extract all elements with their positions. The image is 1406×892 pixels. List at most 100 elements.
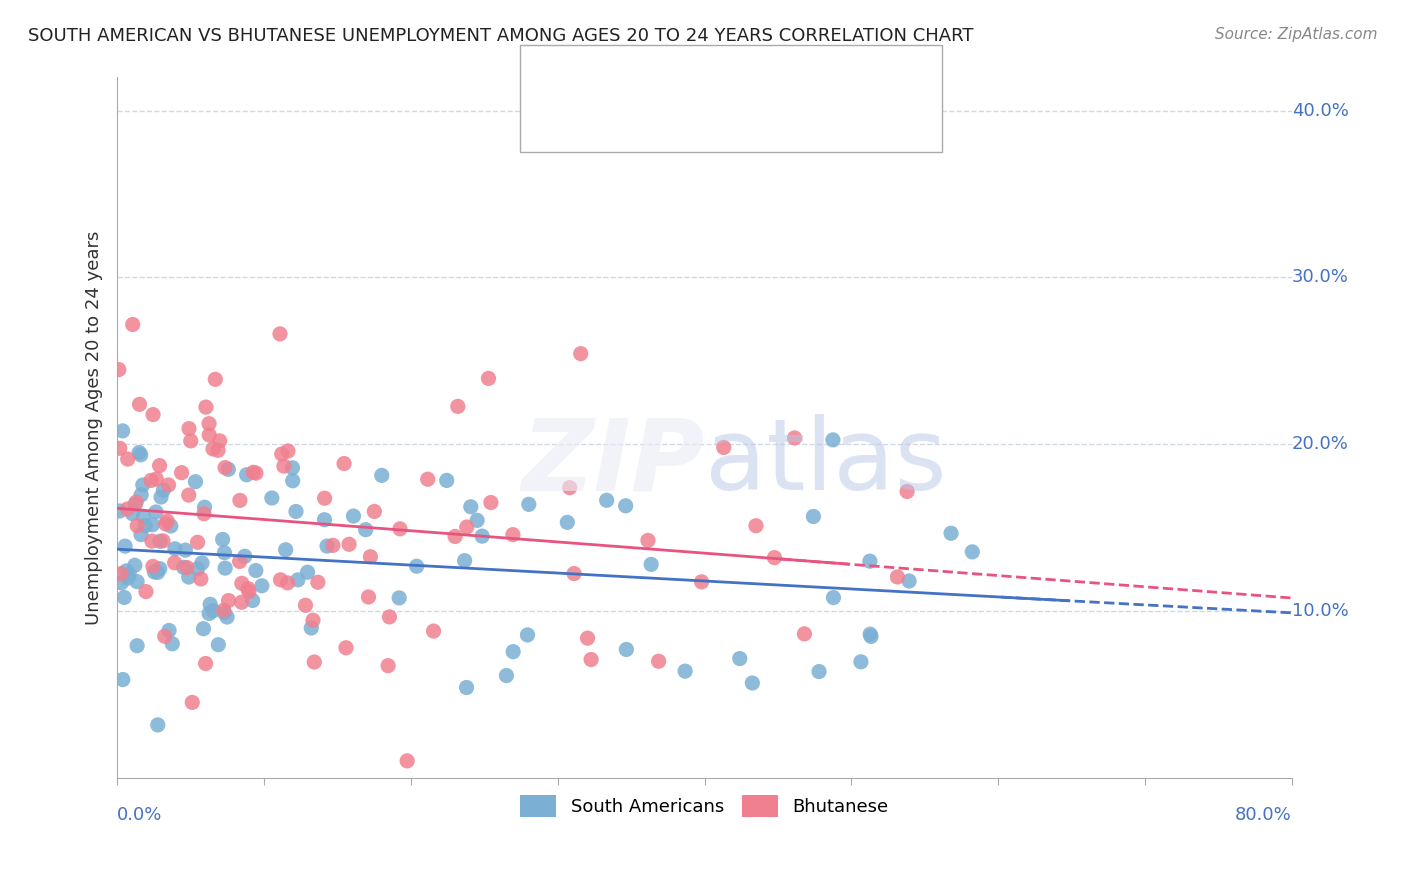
Point (460, 500, 482, 514)
Point (314, 513, 336, 527)
Point (342, 509, 364, 524)
Point (640, 558, 662, 572)
Point (728, 651, 751, 665)
Point (174, 543, 197, 558)
Text: 40.0%: 40.0% (1292, 102, 1348, 120)
Point (201, 442, 224, 456)
Point (129, 488, 152, 502)
Text: R =: R = (591, 103, 630, 120)
Point (211, 533, 233, 547)
Point (173, 560, 195, 574)
Point (127, 574, 149, 589)
Point (231, 595, 253, 609)
Text: 30.0%: 30.0% (1292, 268, 1348, 286)
Point (304, 655, 326, 669)
Point (242, 593, 264, 607)
Point (245, 466, 267, 480)
Point (141, 534, 163, 549)
Text: Source: ZipAtlas.com: Source: ZipAtlas.com (1215, 27, 1378, 42)
Point (962, 545, 984, 559)
Point (388, 522, 411, 536)
Point (214, 546, 236, 560)
Point (495, 668, 517, 682)
Point (157, 478, 180, 492)
Text: 0.0%: 0.0% (117, 805, 163, 823)
Point (127, 518, 149, 533)
Point (177, 488, 200, 502)
Point (214, 460, 236, 475)
Point (152, 533, 174, 548)
Point (198, 417, 221, 431)
Point (763, 550, 786, 565)
Point (108, 442, 131, 456)
Point (180, 434, 202, 448)
Point (333, 457, 356, 471)
Point (198, 607, 221, 621)
Point (614, 642, 637, 657)
Point (198, 428, 221, 442)
Point (235, 467, 257, 482)
Point (939, 526, 962, 541)
Point (231, 576, 253, 591)
Point (141, 517, 163, 532)
Point (142, 408, 165, 422)
Point (194, 500, 217, 515)
Text: SOUTH AMERICAN VS BHUTANESE UNEMPLOYMENT AMONG AGES 20 TO 24 YEARS CORRELATION C: SOUTH AMERICAN VS BHUTANESE UNEMPLOYMENT… (28, 27, 973, 45)
Point (149, 458, 172, 473)
Point (124, 558, 146, 573)
Point (502, 645, 524, 659)
Point (250, 579, 273, 593)
Point (242, 466, 264, 480)
Text: 101: 101 (780, 61, 814, 78)
Text: 20.0%: 20.0% (1292, 435, 1348, 453)
Point (163, 541, 186, 556)
Point (595, 493, 617, 508)
Point (354, 523, 377, 537)
Point (233, 549, 256, 564)
Point (115, 564, 138, 578)
Text: 10.0%: 10.0% (1292, 602, 1348, 620)
Text: -0.127: -0.127 (633, 103, 690, 120)
Point (713, 441, 735, 455)
Point (896, 484, 918, 499)
Point (186, 562, 208, 576)
Point (157, 624, 180, 638)
Point (823, 591, 845, 605)
Point (465, 513, 488, 527)
Point (142, 559, 165, 574)
Point (143, 565, 166, 579)
Point (194, 400, 217, 414)
Point (110, 566, 132, 581)
Point (569, 346, 592, 360)
Point (422, 624, 444, 638)
Text: N =: N = (717, 103, 769, 120)
Point (479, 495, 502, 509)
Y-axis label: Unemployment Among Ages 20 to 24 years: Unemployment Among Ages 20 to 24 years (86, 230, 103, 624)
Point (108, 504, 131, 518)
Point (555, 516, 578, 530)
Point (274, 542, 297, 557)
Point (135, 584, 157, 599)
Point (163, 556, 186, 570)
Point (193, 507, 215, 521)
Point (783, 431, 806, 445)
Point (436, 474, 458, 488)
Point (614, 499, 637, 513)
Point (156, 514, 179, 528)
Point (128, 397, 150, 411)
Point (477, 371, 499, 385)
Point (456, 520, 478, 534)
Point (322, 538, 344, 552)
Point (112, 591, 135, 605)
Point (576, 631, 599, 645)
Point (637, 533, 659, 548)
Text: 95: 95 (780, 103, 808, 120)
Point (125, 495, 148, 509)
Point (146, 566, 169, 580)
Point (357, 590, 380, 604)
Point (111, 424, 134, 438)
Point (502, 527, 524, 541)
Point (153, 629, 176, 643)
Point (260, 491, 283, 505)
Point (273, 459, 295, 474)
